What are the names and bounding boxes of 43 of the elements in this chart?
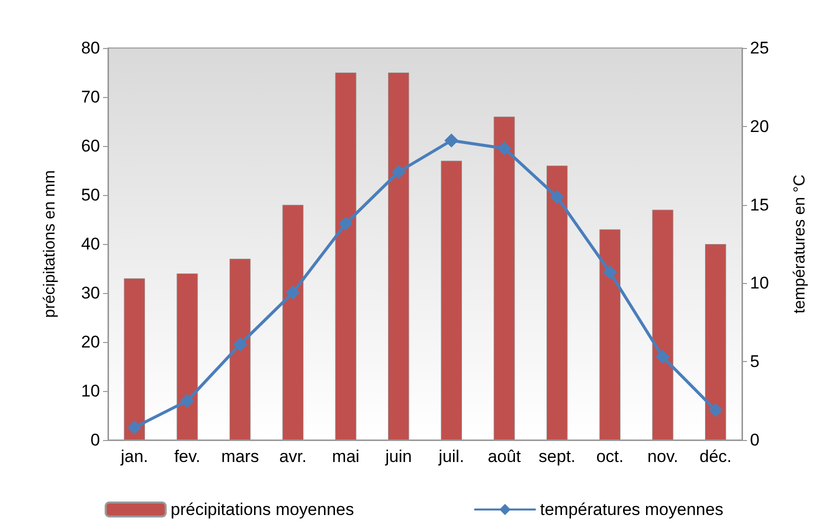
y-tick-label: 10: [81, 382, 100, 400]
y2-tick-label: 5: [750, 352, 760, 372]
legend-label: températures moyennes: [540, 500, 724, 519]
y2-tick-label: 20: [750, 116, 769, 136]
y-tick-label: 20: [81, 332, 100, 352]
y-axis-title: précipitations en mm: [42, 170, 58, 318]
y-tick-label: 50: [81, 186, 100, 204]
point: [444, 134, 458, 148]
x-tick-label: oct.: [596, 447, 624, 466]
point: [392, 164, 406, 179]
y2-tick-label: 10: [750, 274, 769, 293]
point: [127, 420, 142, 434]
x-tick-label: jan.: [120, 447, 148, 466]
point: [180, 394, 194, 408]
point: [286, 286, 300, 300]
point: [708, 403, 723, 418]
y2-axis-title: températures en °C: [792, 174, 808, 314]
legend-label: précipitations moyennes: [170, 500, 354, 519]
x-tick-label: déc.: [700, 447, 732, 466]
y-tick-label: 30: [81, 284, 100, 302]
y2-tick-label: 0: [750, 430, 760, 450]
x-tick-label: juil.: [438, 447, 464, 466]
y-tick-label: 70: [81, 88, 100, 106]
y2-tick-label: 25: [750, 38, 769, 58]
x-tick-label: juin: [384, 447, 412, 466]
x-tick-label: nov.: [647, 447, 678, 466]
y2-tick-label: 15: [750, 195, 769, 214]
x-tick-label: mai: [332, 447, 360, 466]
x-tick-label: avr.: [279, 447, 307, 466]
point: [497, 141, 512, 156]
y-tick-label: 0: [90, 430, 100, 450]
x-tick-label: mars: [221, 447, 259, 466]
y-tick-label: 60: [81, 136, 100, 156]
x-tick-label: fev.: [174, 447, 200, 466]
x-tick-label: sept.: [538, 447, 576, 466]
point: [656, 350, 670, 364]
y-tick-label: 40: [81, 234, 100, 254]
x-tick-label: août: [488, 447, 522, 466]
point: [338, 216, 353, 231]
y-tick-label: 80: [81, 38, 100, 58]
point: [550, 190, 564, 204]
point: [602, 265, 617, 280]
point: [233, 337, 248, 352]
